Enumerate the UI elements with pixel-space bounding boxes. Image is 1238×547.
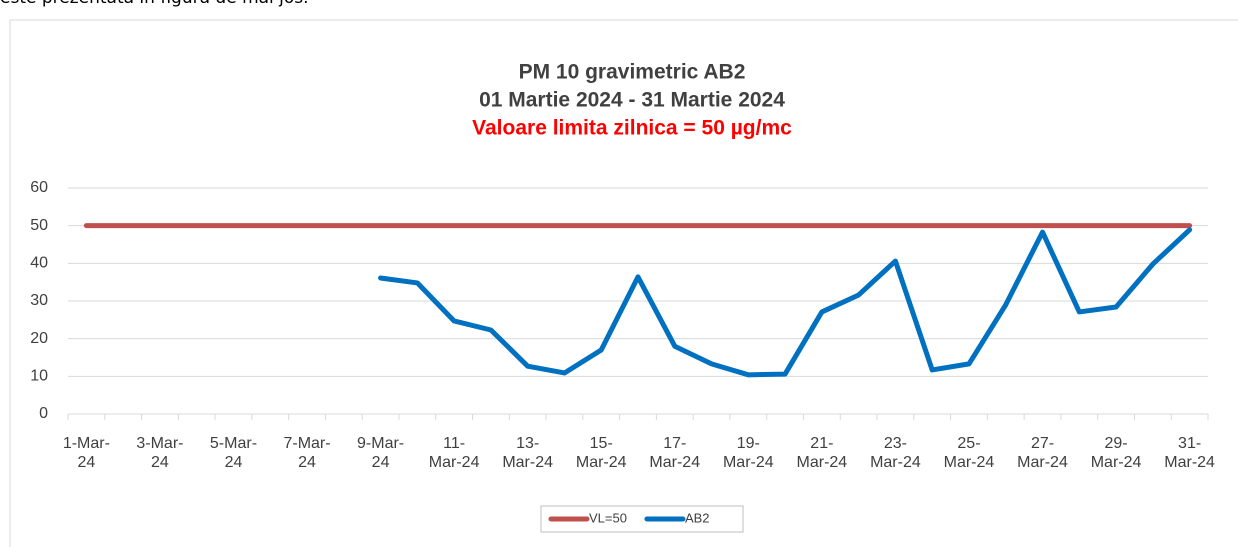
y-tick-label: 50	[30, 217, 48, 234]
legend-label: AB2	[685, 510, 710, 525]
x-tick-label: 29-Mar-24	[1090, 435, 1142, 471]
x-tick-label: 27-Mar-24	[1017, 435, 1068, 471]
y-tick-label: 20	[30, 330, 48, 347]
y-tick-label: 0	[39, 405, 48, 422]
chart-frame	[9, 19, 1238, 547]
x-tick-label: 15-Mar-24	[575, 435, 627, 471]
y-tick-label: 30	[30, 292, 48, 309]
x-tick-label: 21-Mar-24	[796, 435, 848, 471]
chart-title: PM 10 gravimetric AB2	[519, 61, 746, 84]
x-tick-label: 7-Mar-24	[283, 435, 331, 471]
y-tick-label: 60	[30, 179, 48, 196]
x-tick-label: 25-Mar-24	[943, 435, 995, 471]
x-tick-label: 17-Mar-24	[649, 435, 701, 471]
x-tick-label: 1-Mar-24	[62, 435, 110, 471]
y-tick-label: 40	[30, 255, 48, 272]
x-tick-label: 11-Mar-24	[428, 435, 480, 471]
x-tick-label: 5-Mar-24	[209, 435, 258, 471]
x-tick-label: 19-Mar-24	[722, 435, 774, 471]
x-tick-label: 9-Mar-24	[357, 435, 405, 471]
x-tick-label: 31-Mar-24	[1164, 435, 1215, 471]
limit-annotation: Valoare limita zilnica = 50 µg/mc	[472, 117, 792, 140]
series-line	[378, 227, 1193, 378]
chart-subtitle: 01 Martie 2024 - 31 Martie 2024	[479, 89, 785, 112]
x-tick-label: 13-Mar-24	[502, 435, 554, 471]
y-tick-label: 10	[30, 368, 48, 385]
intro-text: este prezentată în figura de mai jos.	[0, 0, 309, 8]
x-tick-label: 3-Mar-24	[136, 435, 184, 471]
legend-label: VL=50	[589, 510, 627, 525]
x-tick-label: 23-Mar-24	[870, 435, 921, 471]
